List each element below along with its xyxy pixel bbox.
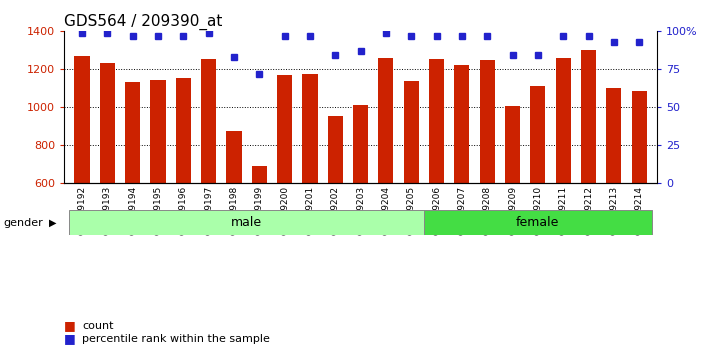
Text: gender: gender	[4, 218, 44, 227]
Bar	[277, 75, 292, 183]
Bar	[201, 59, 216, 183]
Text: ■: ■	[64, 319, 76, 333]
Bar	[251, 166, 267, 183]
Bar	[606, 88, 621, 183]
Bar	[69, 210, 424, 235]
Bar	[176, 79, 191, 183]
Bar	[480, 59, 495, 183]
Text: ■: ■	[64, 332, 76, 345]
Bar	[454, 65, 470, 183]
Bar	[100, 63, 115, 183]
Bar	[531, 86, 545, 183]
Bar	[74, 56, 89, 183]
Bar	[151, 80, 166, 183]
Bar	[353, 105, 368, 183]
Text: count: count	[82, 321, 114, 331]
Bar	[505, 106, 520, 183]
Text: male: male	[231, 216, 262, 229]
Text: female: female	[516, 216, 560, 229]
Bar	[555, 58, 570, 183]
Bar	[429, 59, 444, 183]
Text: percentile rank within the sample: percentile rank within the sample	[82, 334, 270, 344]
Bar	[378, 58, 393, 183]
Bar	[226, 131, 241, 183]
Bar	[125, 82, 140, 183]
Bar	[302, 74, 318, 183]
Bar	[632, 91, 647, 183]
Bar	[328, 117, 343, 183]
Bar	[403, 81, 419, 183]
Bar	[424, 210, 652, 235]
Text: GDS564 / 209390_at: GDS564 / 209390_at	[64, 13, 223, 30]
Text: ▶: ▶	[49, 218, 56, 227]
Bar	[581, 50, 596, 183]
